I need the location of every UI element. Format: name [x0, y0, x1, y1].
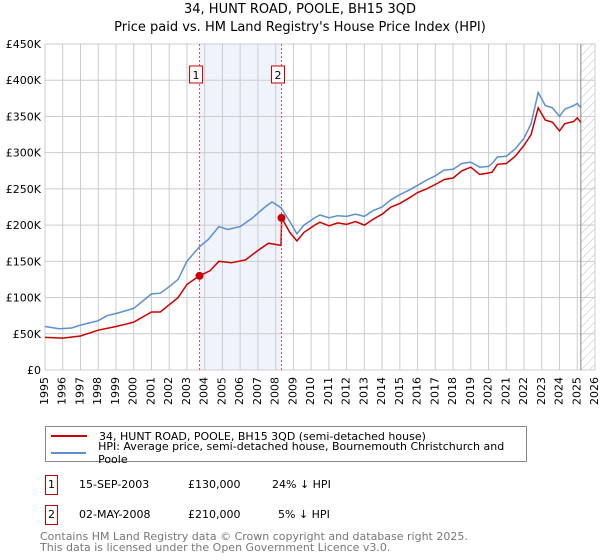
x-tick-label: 2003 — [180, 377, 193, 405]
chart-subtitle: Price paid vs. HM Land Registry's House … — [114, 20, 486, 35]
x-tick-label: 2000 — [127, 377, 140, 405]
sale-point — [277, 213, 286, 222]
hpi-line — [44, 90, 582, 330]
x-tick-label: 2008 — [269, 377, 282, 405]
x-tick-label: 2015 — [393, 377, 406, 405]
y-tick-label: £450K — [6, 38, 42, 51]
sale-point — [195, 271, 204, 280]
transaction-marker: 2 — [45, 505, 58, 525]
x-tick-label: 2012 — [340, 377, 353, 405]
legend-swatch-property — [51, 435, 87, 437]
transaction-date: 02-MAY-2008 — [79, 508, 151, 521]
x-tick-label: 2024 — [553, 377, 566, 405]
x-tick-label: 1996 — [56, 377, 69, 405]
legend: 34, HUNT ROAD, POOLE, BH15 3QD (semi-det… — [45, 426, 527, 466]
y-tick-label: £400K — [6, 74, 42, 87]
chart-title: 34, HUNT ROAD, POOLE, BH15 3QD — [183, 2, 416, 17]
x-tick-label: 2009 — [286, 377, 299, 405]
x-tick-label: 2011 — [322, 377, 335, 405]
x-tick-label: 2019 — [464, 377, 477, 405]
x-tick-label: 2014 — [375, 377, 388, 405]
x-tick-label: 2016 — [411, 377, 424, 405]
x-tick-label: 2017 — [428, 377, 441, 405]
x-tick-label: 2018 — [446, 377, 459, 405]
x-tick-label: 1998 — [91, 377, 104, 405]
transaction-date: 15-SEP-2003 — [79, 478, 150, 491]
sale-label-box — [271, 65, 285, 84]
y-tick-label: £100K — [6, 292, 42, 305]
x-tick-label: 2023 — [535, 377, 548, 405]
footer-licence: This data is licensed under the Open Gov… — [40, 541, 391, 554]
x-tick-label: 2013 — [357, 377, 370, 405]
footer-copyright: Contains HM Land Registry data © Crown c… — [40, 530, 468, 543]
transaction-price: £210,000 — [188, 508, 241, 521]
transaction-hpi-diff: 24% ↓ HPI — [272, 478, 331, 491]
forecast-hatch — [580, 44, 595, 370]
x-tick-label: 1997 — [73, 377, 86, 405]
property-price-line — [44, 105, 582, 339]
x-tick-label: 2020 — [482, 377, 495, 405]
sale-label-box — [189, 65, 204, 84]
x-tick-label: 1999 — [109, 377, 122, 405]
y-tick-label: £150K — [6, 255, 42, 268]
transaction-hpi-diff: 5% ↓ HPI — [278, 508, 330, 521]
y-tick-label: £0 — [27, 364, 41, 377]
legend-label-property: 34, HUNT ROAD, POOLE, BH15 3QD (semi-det… — [99, 429, 426, 443]
x-tick-label: 2001 — [144, 377, 157, 405]
x-tick-label: 2005 — [215, 377, 228, 405]
sale-label: 2 — [275, 69, 282, 82]
legend-swatch-hpi — [51, 452, 87, 454]
y-tick-label: £300K — [6, 147, 42, 160]
x-tick-label: 2022 — [517, 377, 530, 405]
x-tick-label: 2025 — [570, 377, 583, 405]
y-tick-label: £50K — [13, 328, 42, 341]
x-tick-label: 2026 — [588, 377, 600, 405]
legend-label-hpi: HPI: Average price, semi-detached house,… — [98, 440, 505, 466]
transaction-row: 1 15-SEP-2003 £130,000 24% ↓ HPI — [45, 475, 445, 495]
x-tick-label: 2021 — [499, 377, 512, 405]
x-tick-label: 1995 — [38, 377, 51, 405]
y-tick-label: £350K — [6, 110, 42, 123]
transaction-marker: 1 — [45, 475, 58, 495]
sale-label: 1 — [193, 69, 200, 82]
y-tick-label: £250K — [6, 183, 42, 196]
price-chart: 1995 1996 1997 1998 1999 2000 2001 2002 2003 2004… — [6, 38, 600, 405]
transaction-row: 2 02-MAY-2008 £210,000 5% ↓ HPI — [45, 505, 445, 525]
y-tick-label: £200K — [6, 219, 42, 232]
x-tick-label: 2007 — [251, 377, 264, 405]
transaction-price: £130,000 — [188, 478, 241, 491]
x-tick-label: 2010 — [304, 377, 317, 405]
x-tick-label: 2004 — [198, 377, 211, 405]
x-tick-label: 2002 — [162, 377, 175, 405]
x-tick-label: 2006 — [233, 377, 246, 405]
